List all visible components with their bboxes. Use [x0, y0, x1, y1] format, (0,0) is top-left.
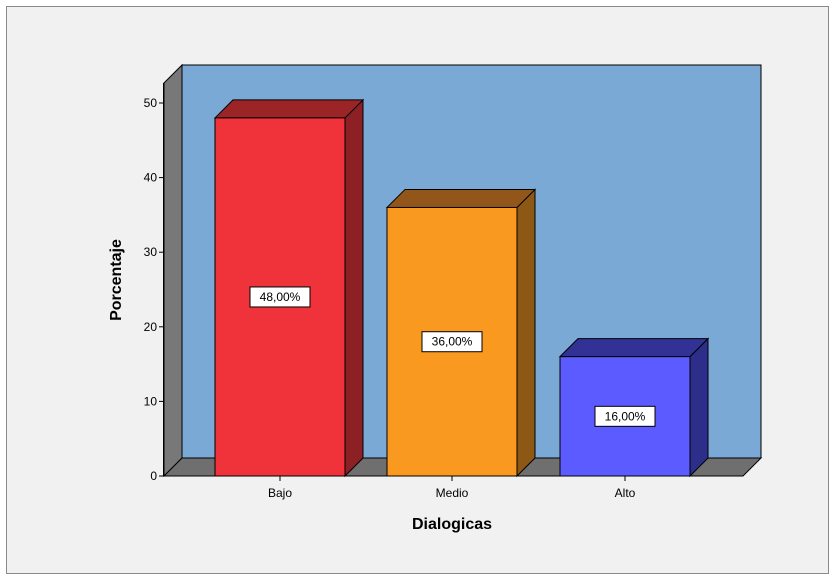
y-axis-title: Porcentaje [108, 239, 125, 321]
bar-side-bajo [344, 98, 364, 478]
y-tick-label: 40 [144, 171, 158, 185]
y-tick-label: 50 [144, 96, 158, 110]
data-label-box [421, 331, 483, 353]
data-label: 36,00% [432, 335, 473, 349]
plot-side-wall [163, 63, 183, 478]
x-axis-title: Dialogicas [412, 516, 492, 533]
y-tick-label: 30 [144, 245, 158, 259]
labels-layer: 48,00% 36,00% 16,00% [249, 286, 656, 427]
data-label: 16,00% [605, 409, 646, 423]
x-tick-label: Medio [436, 486, 469, 500]
data-label: 48,00% [260, 290, 301, 304]
data-label-box [594, 405, 656, 427]
data-label-box [249, 286, 311, 308]
x-tick-label: Alto [615, 486, 636, 500]
bar-top-alto [558, 338, 710, 358]
y-tick-label: 10 [144, 394, 158, 408]
x-tick-label: Bajo [268, 486, 292, 500]
bar-side-medio [516, 188, 536, 478]
y-tick-label: 0 [150, 469, 157, 483]
bar-side-alto [689, 337, 709, 478]
y-tick-label: 20 [144, 320, 158, 334]
bar-top-bajo [213, 99, 365, 119]
bar-top-medio [385, 188, 537, 208]
